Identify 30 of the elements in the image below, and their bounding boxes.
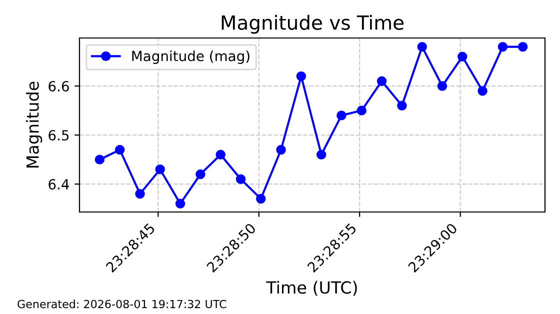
text: Generated: 2026-08-01 19:17:32 UTC	[18, 300, 226, 308]
point	[397, 100, 407, 110]
y-tick-label: 6.5	[48, 130, 69, 141]
point	[518, 42, 528, 52]
point	[437, 81, 448, 91]
point	[256, 194, 266, 204]
chart-title: Magnitude vs Time	[222, 14, 404, 34]
point	[276, 144, 286, 155]
point	[196, 169, 206, 180]
y-tick-label: 6.4	[48, 179, 69, 190]
point	[296, 71, 306, 82]
point	[155, 164, 165, 174]
point	[135, 189, 145, 199]
y-axis-title: Magnitude	[26, 82, 42, 168]
point	[376, 76, 387, 86]
point	[316, 150, 326, 160]
point	[458, 52, 468, 62]
point	[478, 86, 488, 96]
point	[498, 42, 508, 52]
y-tick-label: 6.6	[48, 81, 69, 92]
point	[236, 174, 246, 184]
point	[417, 42, 427, 52]
legend-label: Magnitude (mag)	[132, 50, 250, 64]
point	[336, 110, 346, 120]
point	[114, 144, 125, 155]
point	[94, 154, 105, 164]
point	[356, 106, 366, 116]
x-axis-title: Time (UTC)	[266, 280, 357, 296]
point	[216, 150, 226, 160]
point	[175, 198, 186, 209]
